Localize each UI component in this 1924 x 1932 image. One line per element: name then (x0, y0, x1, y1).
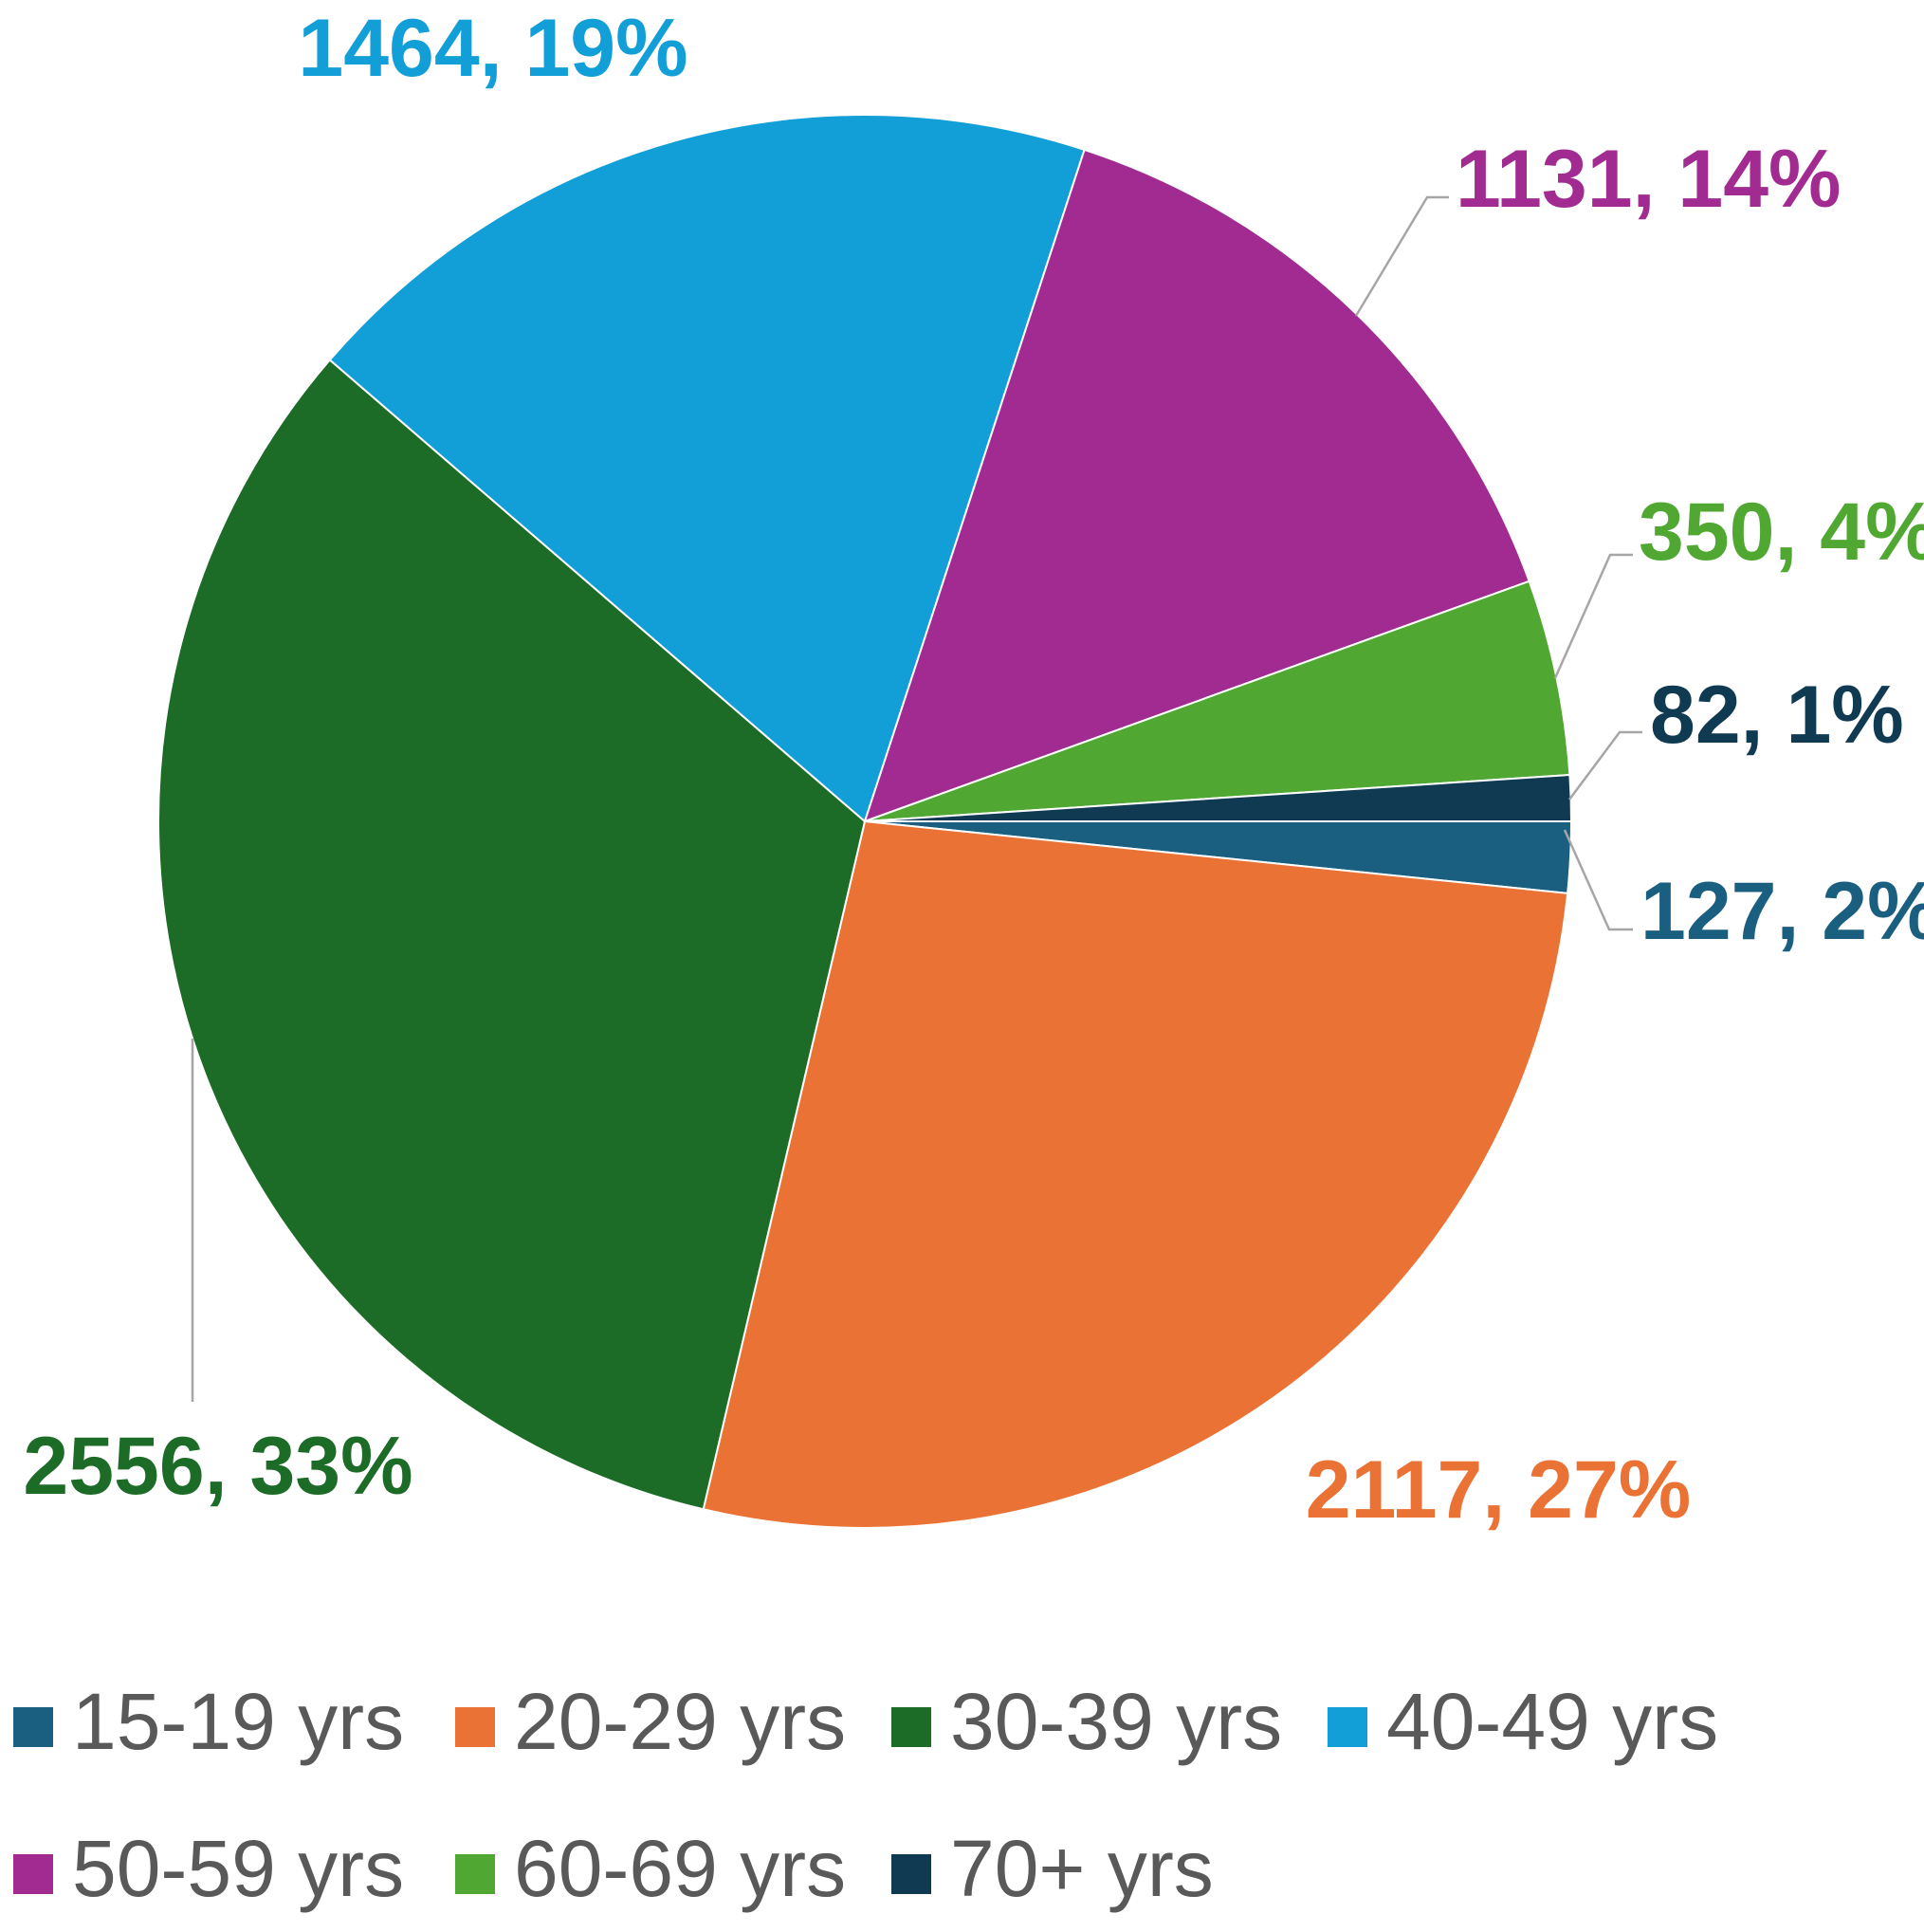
data-label-15-19-yrs: 127, 2% (1640, 866, 1924, 957)
legend-label-50-59-yrs: 50-59 yrs (72, 1824, 404, 1913)
legend-label-60-69-yrs: 60-69 yrs (514, 1824, 846, 1913)
data-label-70plus-yrs: 82, 1% (1650, 670, 1904, 761)
leader-line-60-69-yrs (1553, 553, 1633, 679)
leader-lines (191, 195, 1642, 1402)
pie-slices (157, 114, 1573, 1529)
data-label-40-49-yrs: 1464, 19% (298, 3, 687, 94)
legend-swatch-15-19-yrs (13, 1707, 53, 1747)
legend-swatch-50-59-yrs (13, 1854, 53, 1894)
leader-line-70plus-yrs (1567, 730, 1642, 800)
legend-label-20-29-yrs: 20-29 yrs (514, 1677, 846, 1766)
data-label-60-69-yrs: 350, 4% (1639, 487, 1924, 578)
legend-label-40-49-yrs: 40-49 yrs (1386, 1677, 1718, 1766)
legend-swatch-40-49-yrs (1328, 1707, 1367, 1747)
legend: 15-19 yrs 20-29 yrs 30-39 yrs 40-49 yrs 50-5… (13, 1677, 1718, 1913)
data-label-20-29-yrs: 2117, 27% (1306, 1444, 1691, 1536)
data-label-30-39-yrs: 2556, 33% (23, 1421, 412, 1512)
legend-label-15-19-yrs: 15-19 yrs (72, 1677, 404, 1766)
legend-label-30-39-yrs: 30-39 yrs (950, 1677, 1282, 1766)
pie-slice-40-49-yrs (328, 114, 1086, 823)
legend-swatch-20-29-yrs (455, 1707, 495, 1747)
leader-line-50-59-yrs (1354, 195, 1449, 317)
data-label-50-59-yrs: 1131, 14% (1456, 134, 1841, 225)
legend-swatch-70plus-yrs (891, 1854, 931, 1894)
leader-line-15-19-yrs (1563, 829, 1633, 931)
legend-swatch-30-39-yrs (891, 1707, 931, 1747)
pie-slice-20-29-yrs (702, 819, 1569, 1529)
legend-swatch-60-69-yrs (455, 1854, 495, 1894)
legend-label-70plus-yrs: 70+ yrs (950, 1824, 1214, 1913)
data-labels: 127, 2% 2117, 27% 2556, 33% 1464, 19% 1131, … (23, 3, 1924, 1536)
